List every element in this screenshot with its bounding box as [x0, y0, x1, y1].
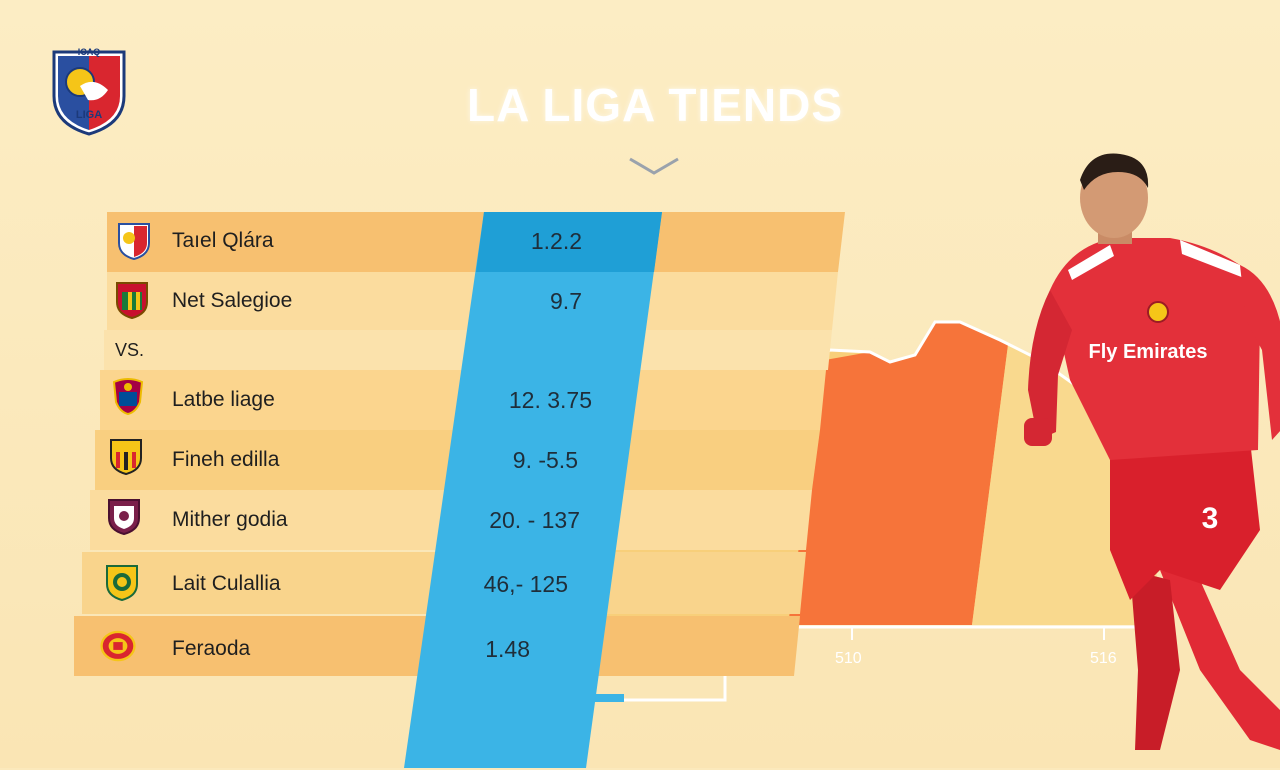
team-crest-icon — [118, 223, 150, 261]
jersey-sponsor: Fly Emirates — [1089, 341, 1208, 363]
value-column-highlight — [476, 212, 662, 272]
la-liga-logo: ICAQ LIGA — [52, 47, 126, 136]
jersey-number: 3 — [1202, 502, 1219, 535]
scrollbar-thumb — [590, 694, 624, 702]
team-name: Mither godia — [172, 508, 288, 531]
vs-label: VS. — [115, 340, 145, 360]
svg-text:ICAQ: ICAQ — [78, 47, 101, 57]
svg-text:LIGA: LIGA — [76, 109, 102, 121]
page-title: LA LIGA TIENDS — [466, 79, 844, 131]
team-name: Fineh edilla — [172, 448, 280, 471]
team-crest-icon — [108, 499, 140, 536]
team-value: 20. - 137 — [489, 507, 580, 533]
team-name: Taıel Qlára — [172, 229, 274, 252]
row-bg — [107, 212, 845, 272]
player-illustration: Fly Emirates 3 — [1024, 153, 1280, 750]
team-crest-icon — [100, 630, 136, 662]
axis-tick-mid: 510 — [835, 650, 862, 667]
team-value: 1.48 — [485, 636, 530, 662]
team-name: Net Salegioe — [172, 289, 293, 312]
chevron-down-icon[interactable] — [628, 155, 680, 179]
team-value: 46,- 125 — [483, 571, 568, 597]
team-name: Lait Culallia — [172, 572, 281, 595]
team-value: 9.7 — [550, 288, 582, 314]
team-value: 12. 3.75 — [508, 387, 592, 413]
value-column — [404, 212, 662, 768]
team-crest-icon — [110, 439, 142, 476]
team-crest-icon — [112, 378, 144, 416]
team-value: 9. -5.5 — [512, 447, 578, 473]
team-crest-icon — [106, 565, 138, 602]
team-name: Feraoda — [172, 637, 251, 660]
team-crest-icon — [116, 282, 148, 320]
area-orange — [788, 322, 1008, 625]
team-value: 1.2.2 — [530, 228, 582, 254]
axis-tick-right: 516 — [1090, 650, 1117, 667]
team-name: Latbe liage — [172, 388, 275, 411]
